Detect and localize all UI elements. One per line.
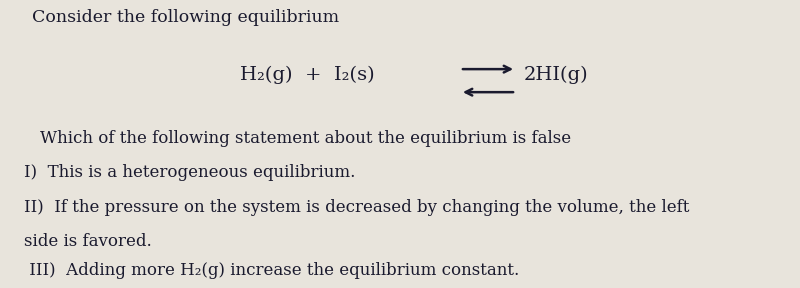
Text: 2HI(g): 2HI(g) [524,66,589,84]
Text: H₂(g)  +  I₂(s): H₂(g) + I₂(s) [240,66,374,84]
Text: Which of the following statement about the equilibrium is false: Which of the following statement about t… [40,130,571,147]
Text: II)  If the pressure on the system is decreased by changing the volume, the left: II) If the pressure on the system is dec… [24,199,690,216]
Text: Consider the following equilibrium: Consider the following equilibrium [32,9,339,26]
Text: side is favored.: side is favored. [24,233,152,250]
Text: III)  Adding more H₂(g) increase the equilibrium constant.: III) Adding more H₂(g) increase the equi… [24,262,519,279]
Text: I)  This is a heterogeneous equilibrium.: I) This is a heterogeneous equilibrium. [24,164,355,181]
